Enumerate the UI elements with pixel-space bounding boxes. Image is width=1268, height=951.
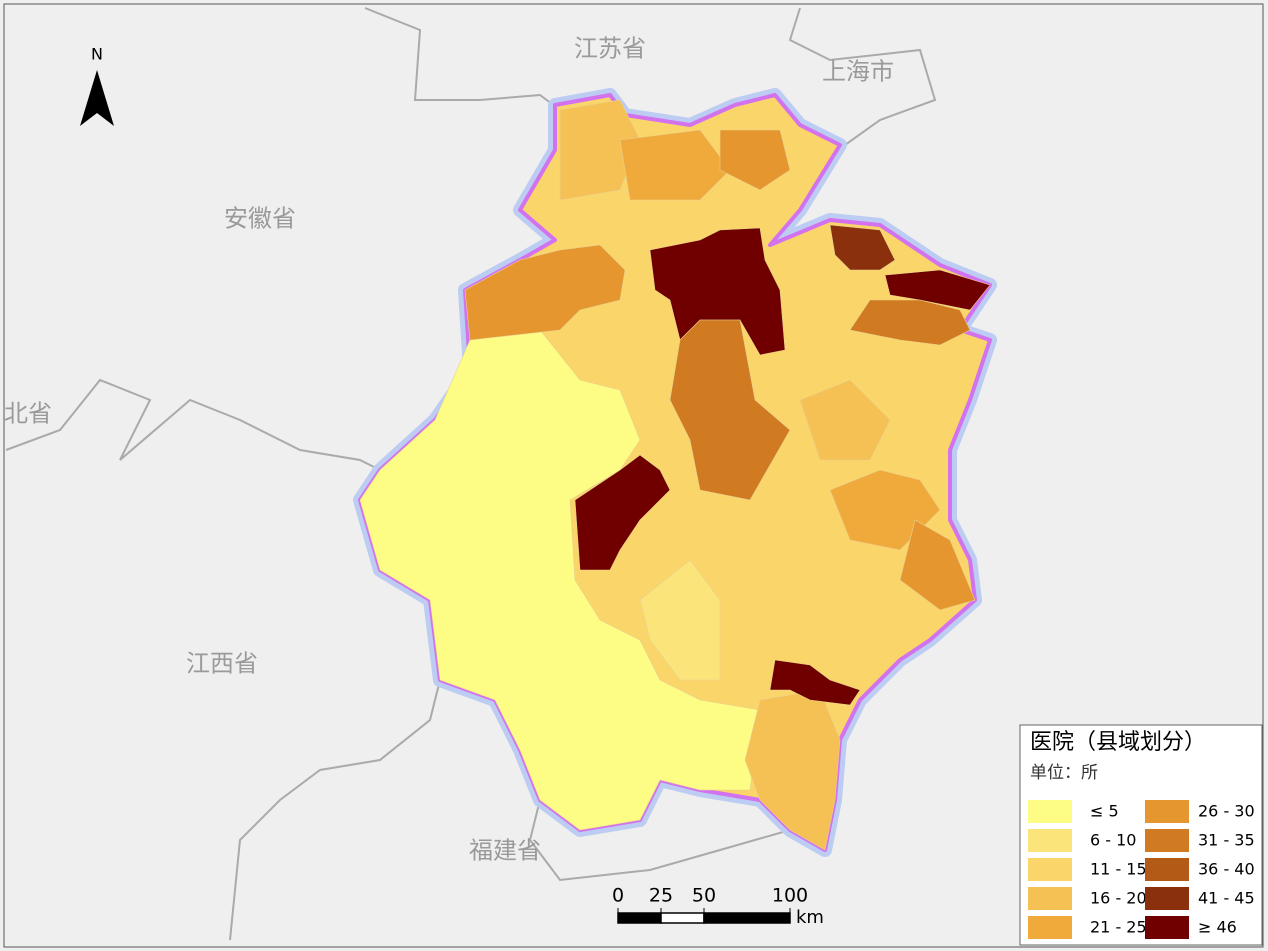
legend-label: 11 - 15	[1090, 860, 1147, 879]
scale-segment	[703, 912, 791, 924]
county	[669, 319, 791, 501]
county	[464, 244, 626, 341]
legend-label: 6 - 10	[1090, 831, 1136, 850]
legend-label: ≥ 46	[1198, 918, 1237, 937]
county	[719, 129, 791, 191]
county	[649, 227, 786, 356]
place-label: 上海市	[822, 58, 894, 86]
place-label: 江西省	[186, 650, 258, 678]
scale-label: 25	[649, 885, 673, 907]
scale-segment	[617, 912, 662, 924]
place-label: 安徽省	[224, 205, 296, 233]
legend-label: 21 - 25	[1090, 918, 1147, 937]
legend-label: ≤ 5	[1090, 802, 1119, 821]
north-arrow	[80, 70, 114, 126]
county	[574, 454, 671, 571]
scale-label: 50	[692, 885, 716, 907]
legend-label: 31 - 35	[1198, 831, 1255, 850]
legend-swatch	[1028, 829, 1072, 852]
place-label: 北省	[4, 400, 52, 428]
legend-swatch	[1028, 916, 1072, 939]
scale-label: 0	[612, 885, 624, 907]
legend-label: 26 - 30	[1198, 802, 1255, 821]
county	[639, 559, 721, 681]
legend-swatch	[1145, 887, 1189, 910]
frame	[3, 3, 1264, 948]
legend-swatch	[1145, 916, 1189, 939]
legend-swatch	[1145, 829, 1189, 852]
legend-label: 36 - 40	[1198, 860, 1255, 879]
neighbor-borders	[5, 7, 937, 941]
legend-swatch	[1028, 887, 1072, 910]
county	[884, 269, 991, 311]
county	[619, 129, 731, 201]
place-label: 福建省	[469, 837, 541, 865]
legend-swatch	[1028, 800, 1072, 823]
legend-label: 41 - 45	[1198, 889, 1255, 908]
county	[849, 299, 971, 346]
north-label: N	[91, 45, 103, 64]
legend-swatch	[1145, 858, 1189, 881]
scale-unit: km	[796, 907, 824, 928]
legend-label: 16 - 20	[1090, 889, 1147, 908]
scale-segment	[660, 912, 705, 924]
scale-label: 100	[772, 885, 808, 907]
county	[799, 379, 891, 461]
place-label: 江苏省	[574, 35, 646, 63]
county	[359, 329, 761, 831]
county	[744, 689, 841, 851]
legend-title: 医院（县域划分）	[1030, 730, 1206, 755]
legend-swatch	[1028, 858, 1072, 881]
legend-swatch	[1145, 800, 1189, 823]
legend-unit: 单位：所	[1030, 763, 1098, 783]
county	[769, 659, 861, 706]
county	[829, 224, 896, 271]
county	[899, 519, 976, 611]
